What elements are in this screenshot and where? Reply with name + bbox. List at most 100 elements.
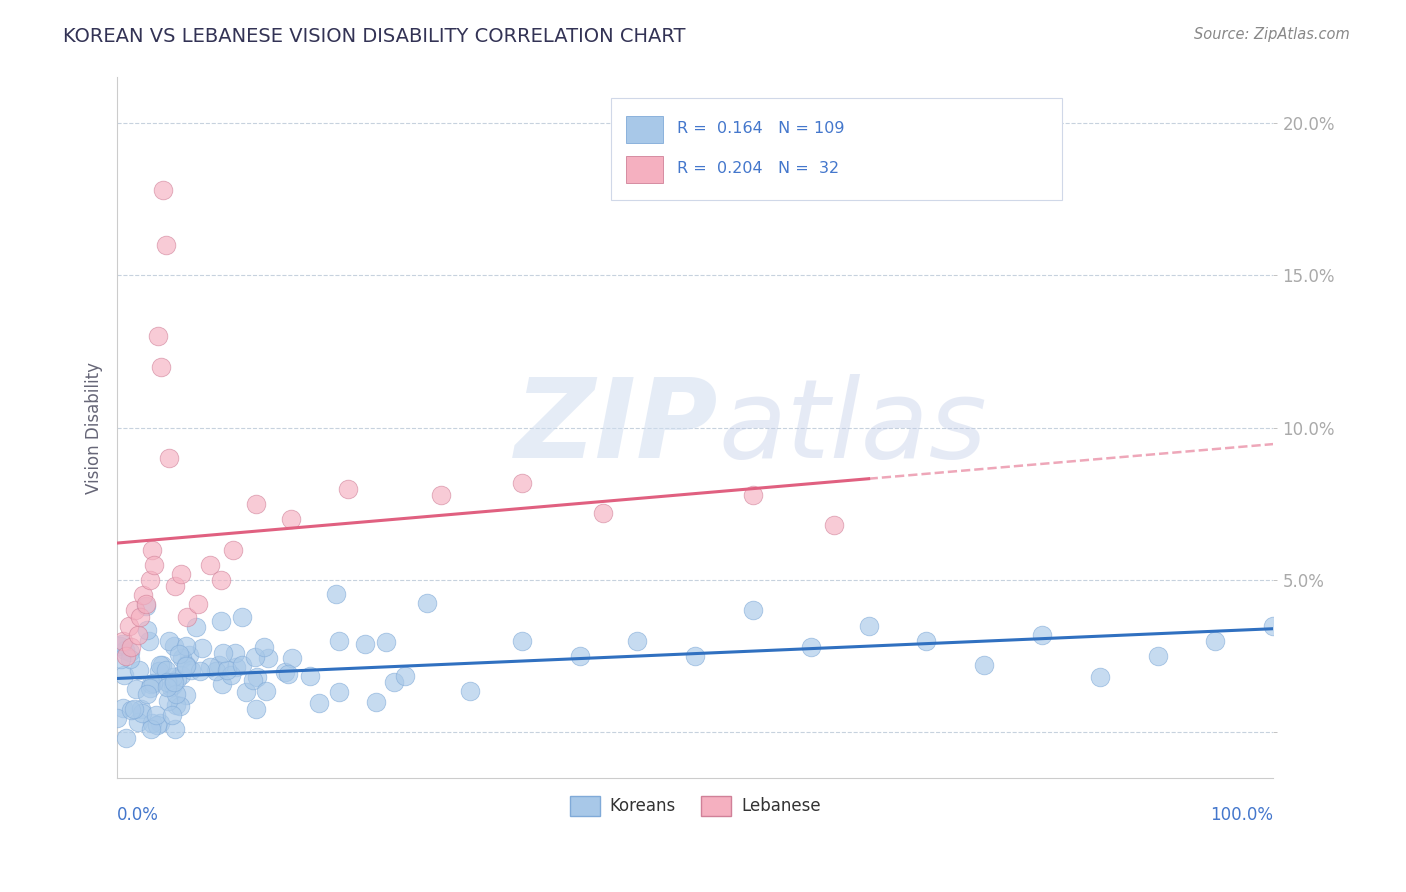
Point	[1263, 618, 1285, 632]
Point	[141, 677, 163, 691]
Point	[224, 646, 246, 660]
Point	[242, 673, 264, 687]
Point	[166, 672, 188, 686]
Point	[143, 558, 166, 572]
Point	[165, 698, 187, 713]
Point	[308, 696, 330, 710]
Point	[823, 518, 845, 533]
Point	[145, 708, 167, 723]
FancyBboxPatch shape	[610, 98, 1062, 200]
Point	[157, 451, 180, 466]
Point	[141, 542, 163, 557]
Point	[256, 651, 278, 665]
Point	[274, 665, 297, 679]
Point	[141, 722, 163, 736]
Point	[167, 648, 190, 662]
Point	[246, 670, 269, 684]
Point	[384, 675, 406, 690]
Point	[127, 714, 149, 729]
Point	[328, 634, 350, 648]
Point	[211, 677, 233, 691]
Point	[141, 715, 163, 730]
Point	[430, 488, 453, 502]
Point	[105, 711, 128, 725]
Point	[205, 664, 228, 678]
Point	[128, 664, 150, 678]
Point	[187, 598, 209, 612]
Point	[150, 658, 173, 673]
Point	[131, 702, 153, 716]
Point	[364, 695, 387, 709]
Point	[245, 701, 267, 715]
Point	[148, 664, 170, 678]
Point	[149, 716, 172, 731]
Point	[163, 639, 186, 653]
Point	[221, 668, 243, 682]
Point	[136, 687, 159, 701]
Point	[510, 634, 533, 648]
Point	[510, 475, 533, 490]
Point	[174, 657, 197, 672]
Point	[156, 694, 179, 708]
Point	[254, 684, 277, 698]
Point	[374, 635, 396, 649]
Point	[150, 359, 173, 374]
Point	[1204, 634, 1226, 648]
Point	[245, 497, 267, 511]
Point	[742, 488, 765, 502]
Point	[1146, 649, 1168, 664]
Text: 100.0%: 100.0%	[1211, 806, 1274, 824]
Text: 0.0%: 0.0%	[117, 806, 159, 824]
Point	[169, 698, 191, 713]
Point	[280, 650, 302, 665]
Point	[277, 666, 299, 681]
Legend: Koreans, Lebanese: Koreans, Lebanese	[564, 789, 827, 822]
Point	[155, 238, 177, 252]
Point	[198, 558, 221, 572]
Point	[139, 681, 162, 696]
Point	[180, 663, 202, 677]
Point	[1031, 628, 1053, 642]
Point	[328, 685, 350, 699]
Point	[225, 660, 247, 674]
Text: R =  0.204   N =  32: R = 0.204 N = 32	[676, 161, 839, 176]
Point	[163, 579, 186, 593]
Point	[146, 329, 169, 343]
Point	[155, 663, 177, 677]
Point	[174, 688, 197, 702]
Point	[114, 643, 136, 657]
Point	[174, 659, 197, 673]
Point	[231, 610, 253, 624]
Point	[337, 482, 360, 496]
Point	[416, 596, 439, 610]
Point	[152, 183, 174, 197]
Point	[118, 618, 141, 632]
Point	[122, 702, 145, 716]
Point	[235, 684, 257, 698]
Point	[149, 657, 172, 672]
Point	[170, 668, 193, 682]
Point	[915, 634, 938, 648]
Point	[231, 657, 253, 672]
Point	[112, 668, 135, 682]
Point	[156, 681, 179, 695]
Point	[243, 650, 266, 665]
Point	[592, 506, 614, 520]
Point	[120, 640, 142, 654]
Point	[858, 618, 880, 632]
Point	[742, 603, 765, 617]
Point	[170, 566, 193, 581]
Bar	[626, 156, 662, 183]
Point	[146, 718, 169, 732]
Point	[135, 598, 157, 612]
Point	[165, 687, 187, 701]
Point	[973, 658, 995, 673]
Point	[683, 649, 706, 664]
Text: KOREAN VS LEBANESE VISION DISABILITY CORRELATION CHART: KOREAN VS LEBANESE VISION DISABILITY COR…	[63, 27, 686, 45]
Point	[163, 675, 186, 690]
Point	[200, 659, 222, 673]
Point	[138, 573, 160, 587]
Point	[280, 512, 302, 526]
Point	[184, 620, 207, 634]
Point	[325, 587, 347, 601]
